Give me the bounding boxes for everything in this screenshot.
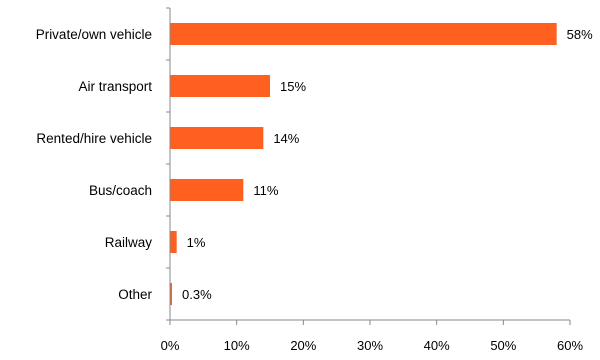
axes [166,7,571,325]
category-labels: Private/own vehicle Air transport Rented/h… [36,27,153,302]
category-label: Bus/coach [89,183,152,198]
category-label: Rented/hire vehicle [36,131,152,146]
bar [170,75,270,97]
data-label: 14% [273,131,299,146]
bar [170,23,557,45]
data-label: 1% [187,235,206,250]
bar [170,179,244,201]
x-tick-label: 50% [490,338,516,353]
data-labels: 58% 15% 14% 11% 1% 0.3% [182,27,593,302]
category-label: Private/own vehicle [36,27,152,42]
x-tick-label: 30% [357,338,383,353]
bars-layer [170,23,557,305]
category-label: Railway [105,235,153,250]
category-label: Air transport [78,79,152,94]
bar [170,127,264,149]
bar [170,283,172,305]
x-tick-label: 10% [224,338,250,353]
x-tick-label: 60% [557,338,583,353]
x-tick-label: 20% [290,338,316,353]
category-label: Other [118,287,152,302]
bar [170,231,177,253]
data-label: 15% [280,79,306,94]
data-label: 11% [253,183,278,198]
data-label: 0.3% [182,287,212,302]
x-tick-label: 0% [161,338,180,353]
x-tick-labels: 0% 10% 20% 30% 40% 50% 60% [161,338,584,353]
data-label: 58% [567,27,593,42]
x-tick-label: 40% [424,338,450,353]
